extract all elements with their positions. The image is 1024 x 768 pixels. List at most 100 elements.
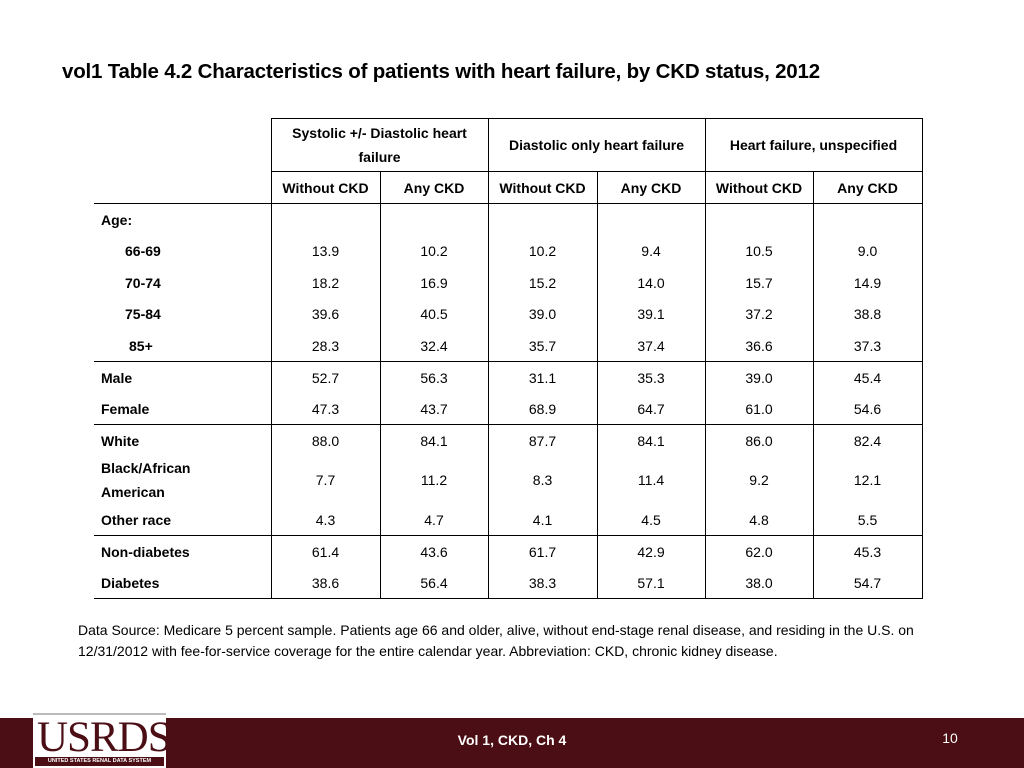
table-cell: 4.8 [705,504,814,536]
corner-cell [94,119,271,172]
table-cell: 15.2 [488,267,598,299]
table-cell: 88.0 [271,424,381,456]
column-header: Without CKD [270,171,381,204]
table-cell: 56.4 [380,567,489,599]
corner-cell [94,171,271,204]
column-header: Any CKD [813,171,923,204]
table-cell: 12.1 [813,456,923,504]
table-cell: 38.8 [813,298,923,330]
table-cell: 5.5 [813,504,923,536]
table-row: 70-74 18.2 16.9 15.2 14.0 15.7 14.9 [94,267,923,299]
table-cell: 37.4 [597,330,706,362]
row-label: Non-diabetes [94,535,272,567]
table-cell: 54.6 [813,393,923,425]
table-cell: 39.6 [271,298,381,330]
usrds-logo: USRDS UNITED STATES RENAL DATA SYSTEM [33,713,172,768]
row-label: Other race [94,504,272,536]
table-cell: 42.9 [597,535,706,567]
table-cell: 18.2 [271,267,381,299]
table-cell: 13.9 [271,235,381,267]
table-cell: 37.3 [813,330,923,362]
table-cell: 14.9 [813,267,923,299]
table-cell: 10.5 [705,235,814,267]
logo-wordmark: USRDS [37,714,172,761]
table-row: Black/African American 7.7 11.2 8.3 11.4… [94,456,923,504]
footer-chapter-label: Vol 1, CKD, Ch 4 [457,732,567,748]
table-cell: 11.4 [597,456,706,504]
row-label: Male [94,361,272,393]
footer-bar [0,718,1024,768]
row-label: White [94,424,272,456]
table-cell: 61.4 [271,535,381,567]
table-row: Diabetes 38.6 56.4 38.3 57.1 38.0 54.7 [94,567,923,599]
table-cell: 43.6 [380,535,489,567]
table-cell: 45.3 [813,535,923,567]
table-cell: 11.2 [380,456,489,504]
table-row: Male 52.7 56.3 31.1 35.3 39.0 45.4 [94,361,923,393]
page-title: vol1 Table 4.2 Characteristics of patien… [62,60,820,83]
table-cell: 39.1 [597,298,706,330]
table-row: Non-diabetes 61.4 43.6 61.7 42.9 62.0 45… [94,535,923,567]
table-cell: 14.0 [597,267,706,299]
table-cell: 9.2 [705,456,814,504]
group-header: Heart failure, unspecified [705,118,923,172]
row-label: Diabetes [94,567,272,599]
table-cell: 54.7 [813,567,923,599]
row-label: Age: [94,203,272,236]
table-cell: 56.3 [380,361,489,393]
column-header: Any CKD [380,171,489,204]
row-label: Female [94,393,272,425]
group-header: Diastolic only heart failure [488,118,706,172]
table-cell: 4.5 [597,504,706,536]
table-cell: 10.2 [380,235,489,267]
column-header: Without CKD [705,171,814,204]
table-cell: 38.0 [705,567,814,599]
table-row: Female 47.3 43.7 68.9 64.7 61.0 54.6 [94,393,923,425]
table-cell: 32.4 [380,330,489,362]
data-source-note: Data Source: Medicare 5 percent sample. … [78,622,914,659]
logo-subtext: UNITED STATES RENAL DATA SYSTEM [35,757,164,766]
table-cell: 61.0 [705,393,814,425]
table-row: 75-84 39.6 40.5 39.0 39.1 37.2 38.8 [94,298,923,330]
table-cell: 9.4 [597,235,706,267]
table-cell: 84.1 [380,424,489,456]
page-number: 10 [942,730,958,746]
table-row: Other race 4.3 4.7 4.1 4.5 4.8 5.5 [94,504,923,536]
column-header: Without CKD [488,171,598,204]
table-cell: 38.3 [488,567,598,599]
row-label: 66-69 [94,235,272,267]
table-cell: 39.0 [705,361,814,393]
table-cell: 62.0 [705,535,814,567]
table-cell: 45.4 [813,361,923,393]
column-header: Any CKD [597,171,706,204]
table-cell: 39.0 [488,298,598,330]
table-cell: 43.7 [380,393,489,425]
table-cell: 68.9 [488,393,598,425]
group-header-row: Systolic +/- Diastolic heart failure Dia… [94,118,923,172]
table-cell: 40.5 [380,298,489,330]
row-label: 75-84 [94,298,272,330]
table-cell: 35.3 [597,361,706,393]
table-row: 66-69 13.9 10.2 10.2 9.4 10.5 9.0 [94,235,923,267]
table-cell: 7.7 [271,456,381,504]
table-row: Age: [94,203,923,236]
table-cell: 4.3 [271,504,381,536]
group-header: Systolic +/- Diastolic heart failure [270,118,489,172]
row-label: 70-74 [94,267,272,299]
table-cell: 47.3 [271,393,381,425]
table-cell: 36.6 [705,330,814,362]
table-cell: 37.2 [705,298,814,330]
table-cell: 64.7 [597,393,706,425]
table-row: 85+ 28.3 32.4 35.7 37.4 36.6 37.3 [94,330,923,362]
table-cell: 61.7 [488,535,598,567]
row-label: Black/African American [94,456,272,504]
table-cell: 57.1 [597,567,706,599]
table-cell: 9.0 [813,235,923,267]
table-row: White 88.0 84.1 87.7 84.1 86.0 82.4 [94,424,923,456]
table-cell: 82.4 [813,424,923,456]
subcolumn-header-row: Without CKD Any CKD Without CKD Any CKD … [94,171,923,204]
row-label: 85+ [94,330,272,362]
table-cell: 4.1 [488,504,598,536]
table-cell: 31.1 [488,361,598,393]
table-cell: 87.7 [488,424,598,456]
